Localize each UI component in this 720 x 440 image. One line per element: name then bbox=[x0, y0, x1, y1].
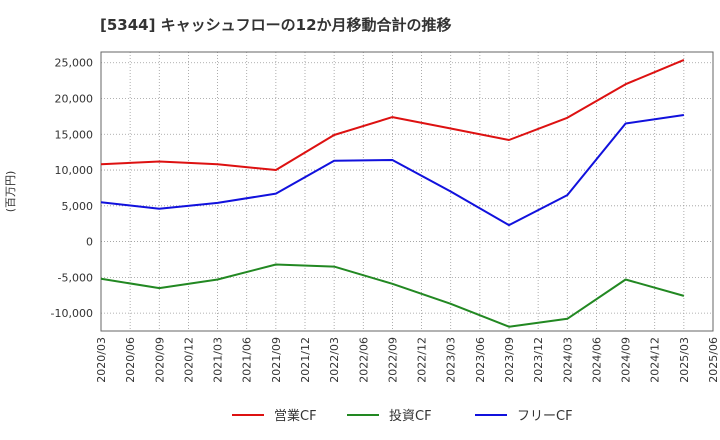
y-tick-label: 0 bbox=[86, 236, 93, 249]
x-tick-label: 2020/03 bbox=[95, 337, 108, 383]
x-tick-label: 2023/03 bbox=[445, 337, 458, 383]
x-tick-label: 2021/12 bbox=[299, 337, 312, 383]
x-tick-label: 2021/03 bbox=[212, 337, 225, 383]
y-tick-label: 10,000 bbox=[55, 164, 94, 177]
x-tick-label: 2022/03 bbox=[328, 337, 341, 383]
plot-border bbox=[100, 51, 714, 332]
x-tick-label: 2023/06 bbox=[474, 337, 487, 383]
x-tick-label: 2024/12 bbox=[649, 337, 662, 383]
x-tick-label: 2021/06 bbox=[241, 337, 254, 383]
x-tick-label: 2022/06 bbox=[357, 337, 370, 383]
y-tick-label: -5,000 bbox=[58, 271, 93, 284]
x-tick-label: 2020/12 bbox=[182, 337, 195, 383]
x-tick-label: 2023/09 bbox=[503, 337, 516, 383]
legend-label: フリーCF bbox=[517, 409, 573, 424]
chart-title: [5344] キャッシュフローの12か月移動合計の推移 bbox=[100, 16, 452, 34]
x-tick-label: 2020/09 bbox=[153, 337, 166, 383]
x-tick-label: 2024/09 bbox=[620, 337, 633, 383]
x-tick-label: 2024/03 bbox=[561, 337, 574, 383]
y-tick-label: 20,000 bbox=[55, 93, 94, 106]
y-tick-label: 15,000 bbox=[55, 128, 94, 141]
legend-label: 投資CF bbox=[389, 408, 432, 424]
x-tick-label: 2022/12 bbox=[416, 337, 429, 383]
x-tick-label: 2021/09 bbox=[270, 337, 283, 383]
legend-label: 営業CF bbox=[274, 408, 317, 424]
x-tick-label: 2025/06 bbox=[707, 337, 720, 383]
series-line-2 bbox=[100, 114, 685, 227]
x-tick-label: 2022/09 bbox=[386, 337, 399, 383]
y-axis-label: (百万円) bbox=[4, 171, 17, 213]
series-line-1 bbox=[100, 263, 685, 328]
x-tick-label: 2023/12 bbox=[532, 337, 545, 383]
x-tick-label: 2020/06 bbox=[124, 337, 137, 383]
x-tick-label: 2024/06 bbox=[590, 337, 603, 383]
y-tick-label: 5,000 bbox=[62, 200, 94, 213]
x-tick-label: 2025/03 bbox=[678, 337, 691, 383]
y-tick-label: -10,000 bbox=[51, 307, 93, 320]
series-line-0 bbox=[100, 58, 685, 171]
y-tick-label: 25,000 bbox=[55, 57, 94, 70]
